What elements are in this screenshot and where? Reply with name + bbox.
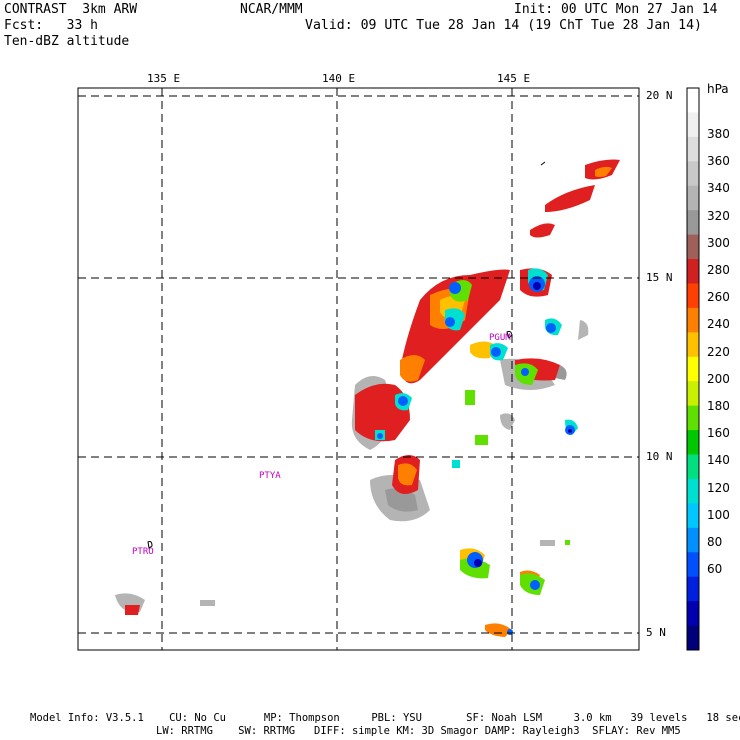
legend-swatch	[687, 478, 699, 504]
legend-tick-label: 300	[707, 235, 730, 250]
legend-tick-label: 80	[707, 535, 723, 549]
legend-tick-label: 260	[707, 290, 730, 305]
legend-swatch	[687, 136, 699, 162]
legend-tick-label: 180	[707, 399, 730, 413]
station-label-ptro: PTRO	[132, 547, 154, 557]
legend-swatch	[687, 356, 699, 382]
legend-swatch	[687, 332, 699, 358]
model-info-line2: LW: RRTMG SW: RRTMG DIFF: simple KM: 3D …	[156, 725, 681, 737]
color-legend	[686, 87, 700, 651]
legend-tick-label: 360	[707, 154, 730, 169]
legend-tick-label: 160	[707, 426, 730, 441]
lat-lon-grid	[78, 88, 639, 650]
legend-tick-label: 60	[707, 562, 723, 577]
legend-swatch	[687, 234, 699, 260]
lon-label-135e: 135 E	[147, 72, 181, 85]
legend-tick-label: 100	[707, 507, 730, 522]
legend-tick-label: 140	[707, 453, 730, 468]
coastlines	[147, 95, 546, 549]
forecast-hour: Fcst: 33 h	[4, 18, 98, 33]
legend-swatch	[687, 210, 699, 236]
precip-field	[115, 159, 620, 637]
legend-swatch	[687, 307, 699, 333]
organization: NCAR/MMM	[240, 2, 303, 17]
legend-swatch	[687, 527, 699, 553]
legend-tick-label: 320	[707, 208, 730, 223]
valid-time: Valid: 09 UTC Tue 28 Jan 14 (19 ChT Tue …	[305, 18, 702, 33]
legend-swatch	[687, 625, 699, 651]
legend-swatch	[687, 503, 699, 529]
station-label-pgum: PGUM	[489, 333, 511, 343]
legend-tick-label: 240	[707, 317, 730, 332]
legend-swatch	[687, 576, 699, 602]
legend-swatch	[687, 381, 699, 407]
station-label-ptya: PTYA	[259, 471, 281, 481]
model-info-line1: Model Info: V3.5.1 CU: No Cu MP: Thompso…	[30, 712, 740, 724]
legend-swatch	[687, 405, 699, 431]
legend-swatch	[687, 185, 699, 211]
legend-tick-label: 280	[707, 263, 730, 277]
legend-swatch	[687, 112, 699, 138]
legend-swatch	[687, 283, 699, 309]
legend-swatch	[687, 454, 699, 480]
legend-swatch	[687, 601, 699, 627]
legend-swatch	[687, 161, 699, 187]
init-time: Init: 00 UTC Mon 27 Jan 14	[514, 2, 718, 17]
run-title: CONTRAST 3km ARW	[4, 2, 138, 17]
lat-label-15n: 15 N	[646, 271, 673, 284]
legend-tick-label: 380	[707, 127, 730, 141]
lon-label-145e: 145 E	[497, 72, 531, 85]
lon-label-140e: 140 E	[322, 72, 356, 85]
legend-unit: hPa	[707, 82, 729, 96]
legend-tick-label: 220	[707, 344, 730, 359]
lat-label-5n: 5 N	[646, 626, 666, 639]
lat-label-20n: 20 N	[646, 89, 673, 102]
legend-tick-label: 340	[707, 181, 730, 196]
field-name: Ten-dBZ altitude	[4, 34, 130, 49]
legend-tick-label: 120	[707, 480, 730, 495]
plot-frame	[77, 87, 640, 651]
legend-swatch	[687, 259, 699, 284]
legend-swatch	[687, 552, 699, 578]
legend-swatch	[687, 88, 699, 113]
legend-swatch	[687, 430, 699, 456]
lat-label-10n: 10 N	[646, 450, 673, 463]
legend-tick-label: 200	[707, 371, 730, 386]
legend-frame	[686, 87, 700, 651]
